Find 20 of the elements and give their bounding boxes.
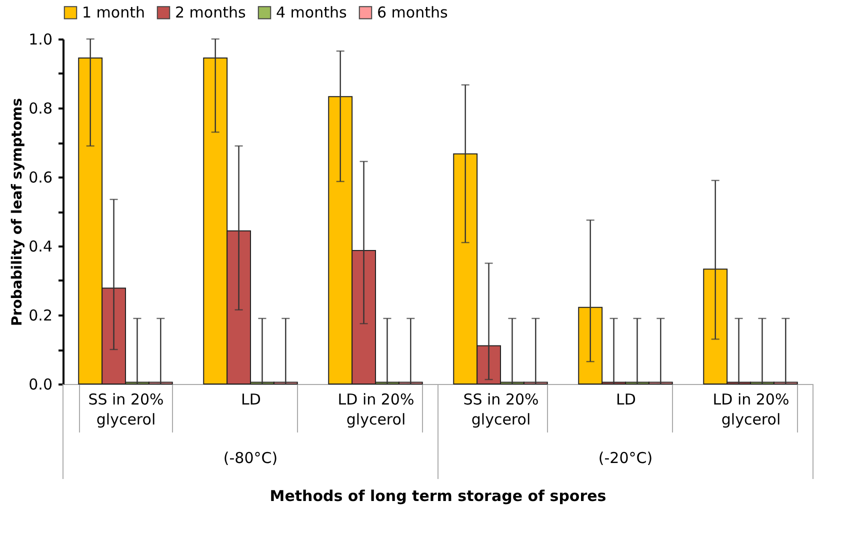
y-tick-label: 0.0: [28, 376, 52, 394]
legend-label: 4 months: [276, 4, 347, 22]
y-tick-label: 0.2: [28, 306, 52, 324]
legend-label: 6 months: [377, 4, 448, 22]
x-tick-label: SS in 20% glycerol: [88, 390, 164, 428]
y-tick-label: 0.8: [28, 100, 52, 118]
y-tick-label: 0.4: [28, 238, 52, 256]
legend-label: 1 month: [82, 4, 145, 22]
legend-label: 2 months: [175, 4, 246, 22]
y-axis-title: Probability of leaf symptoms: [10, 98, 26, 326]
x-tick-label: LD in 20% glycerol: [712, 390, 790, 428]
x-tick-label: LD in 20% glycerol: [338, 390, 414, 428]
x-tick-label: SS in 20% glycerol: [463, 390, 539, 428]
x-axis-title: Methods of long term storage of spores: [270, 487, 606, 505]
text: (-80°C): [223, 449, 278, 467]
x-tick-label: LD: [616, 390, 636, 408]
x-tick-label: LD: [241, 390, 261, 408]
y-tick-label: 1.0: [28, 30, 52, 48]
text: (-20°C): [598, 449, 653, 467]
y-tick-label: 0.6: [28, 168, 52, 186]
